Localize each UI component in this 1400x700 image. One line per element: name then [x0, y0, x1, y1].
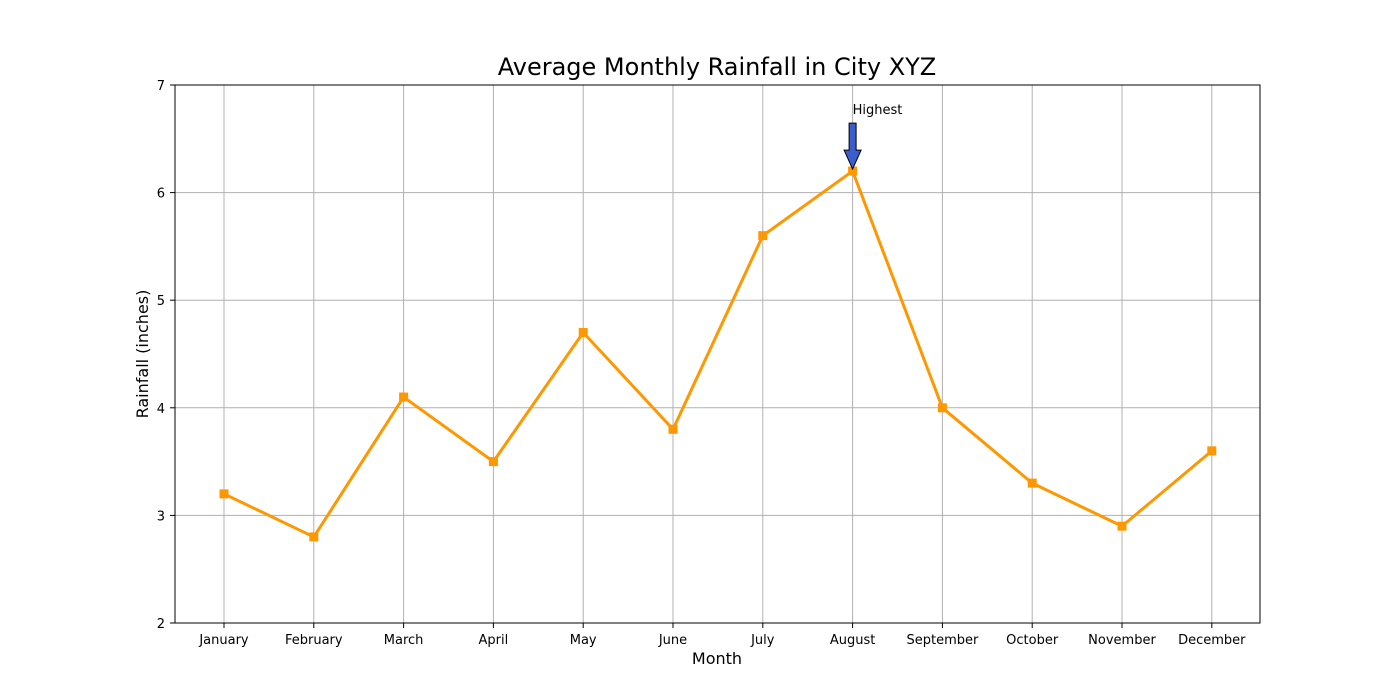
annotation-label: Highest — [853, 103, 903, 118]
y-tick-label: 7 — [157, 79, 165, 94]
x-tick-label: July — [750, 633, 775, 648]
y-tick-label: 4 — [157, 402, 165, 417]
y-axis-label: Rainfall (inches) — [133, 290, 152, 419]
x-tick-label: June — [658, 633, 687, 648]
data-point-marker — [758, 231, 768, 241]
y-tick-label: 6 — [157, 187, 165, 202]
y-tick-label: 3 — [157, 509, 165, 524]
x-tick-label: December — [1178, 633, 1246, 648]
axes: January February March April May June July Augu… — [157, 79, 1261, 648]
data-point-marker — [848, 166, 858, 176]
x-tick-label: April — [479, 633, 509, 648]
data-point-marker — [937, 403, 947, 413]
data-point-marker — [1117, 521, 1127, 531]
y-tick-label: 2 — [157, 617, 165, 632]
data-point-marker — [1207, 446, 1217, 456]
x-tick-label: August — [830, 633, 876, 648]
y-tick-label: 5 — [157, 294, 165, 309]
data-point-marker — [1027, 478, 1037, 488]
chart-title: Average Monthly Rainfall in City XYZ — [498, 53, 936, 81]
x-tick-label: January — [198, 633, 249, 648]
x-tick-label: November — [1088, 633, 1156, 648]
data-point-marker — [309, 532, 319, 542]
data-point-marker — [488, 457, 498, 467]
plot-frame — [174, 84, 1261, 624]
data-point-marker — [578, 327, 588, 337]
x-tick-label: May — [570, 633, 597, 648]
series-layer — [219, 166, 1217, 542]
x-tick-label: February — [285, 633, 343, 648]
data-point-marker — [668, 424, 678, 434]
data-point-marker — [399, 392, 409, 402]
x-tick-label: March — [384, 633, 424, 648]
annotation: Highest — [843, 103, 903, 171]
annotation-arrow — [843, 122, 862, 171]
x-tick-label: September — [906, 633, 979, 648]
data-point-marker — [219, 489, 229, 499]
x-axis-label: Month — [692, 649, 742, 668]
series-line — [222, 169, 1214, 539]
x-tick-label: October — [1006, 633, 1059, 648]
